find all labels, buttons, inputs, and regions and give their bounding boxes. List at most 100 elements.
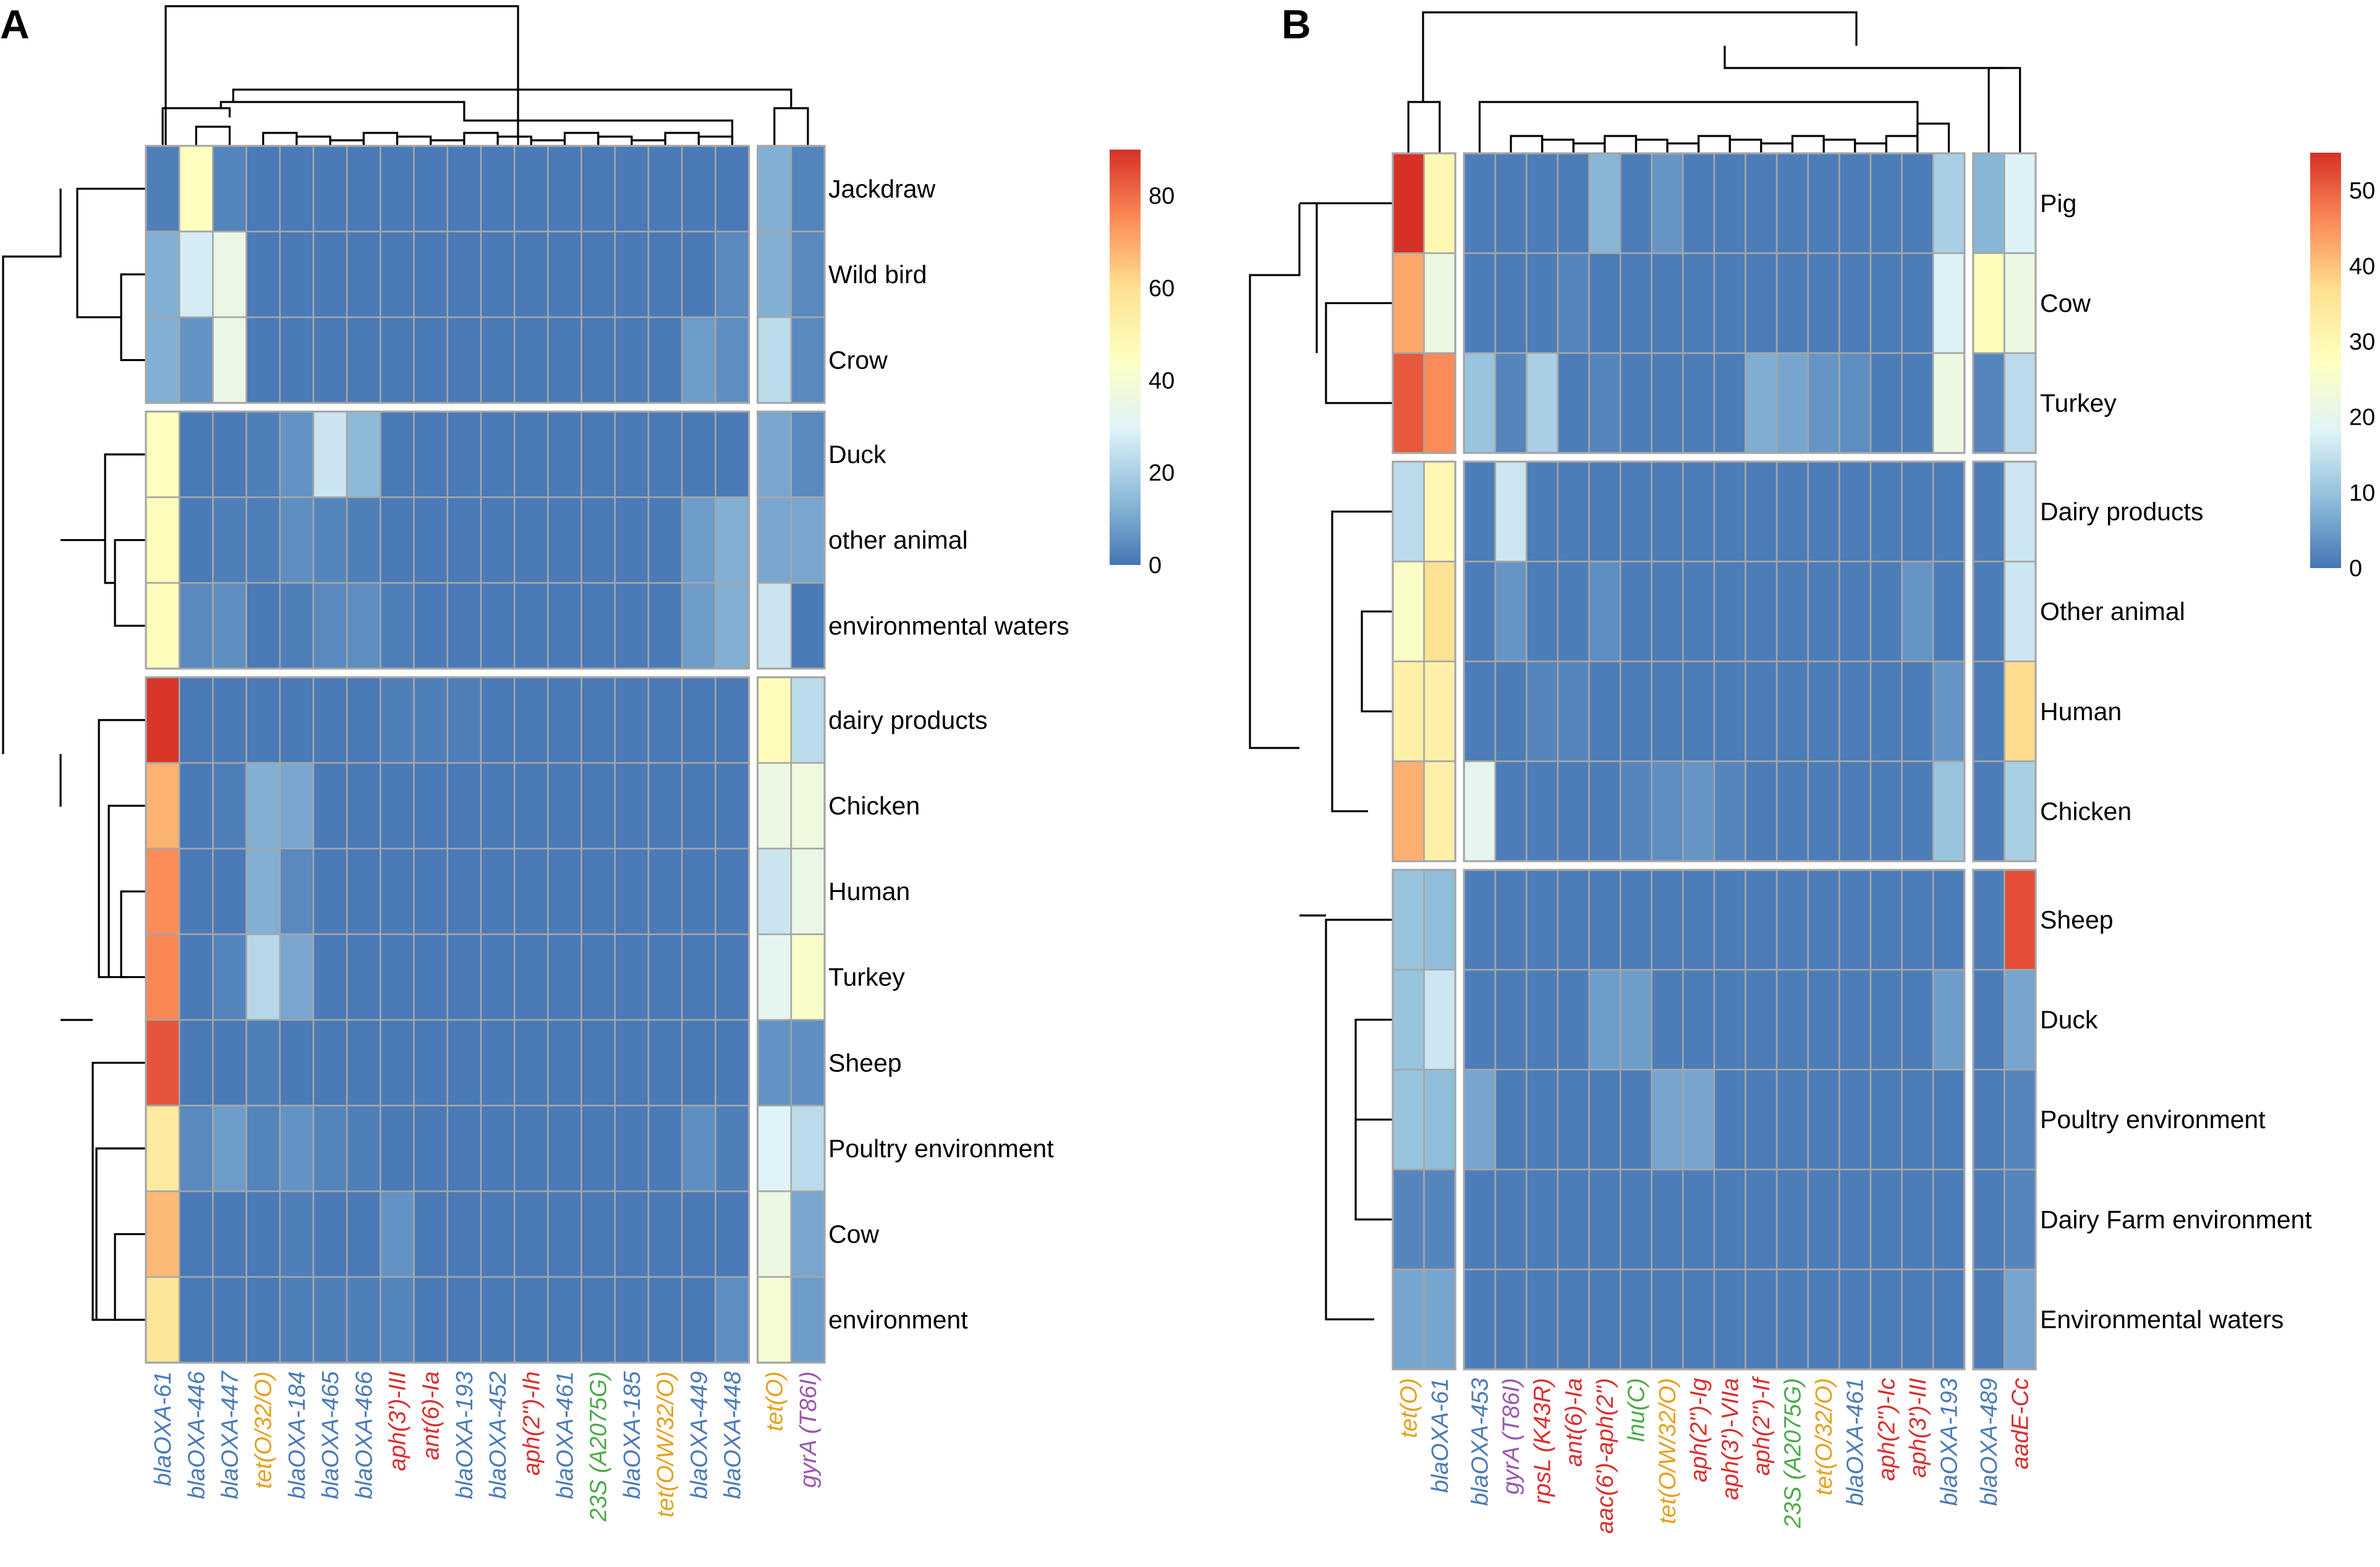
heatmap-cell xyxy=(279,1019,315,1106)
heatmap-cell xyxy=(346,496,381,584)
heatmap-cell xyxy=(1392,352,1425,454)
heatmap-block-frame xyxy=(1972,152,2037,454)
heatmap-cell xyxy=(279,847,315,935)
heatmap-cell xyxy=(1423,561,1456,663)
heatmap-cell xyxy=(513,847,549,935)
heatmap-cell xyxy=(446,582,482,669)
heatmap-block-frame xyxy=(145,145,750,404)
dendrogram-branch xyxy=(563,132,600,146)
heatmap-cell xyxy=(1619,1268,1653,1370)
heatmap-cell xyxy=(1619,1168,1653,1270)
heatmap-cell xyxy=(1972,969,2005,1071)
heatmap-cell xyxy=(1807,252,1840,354)
heatmap-cell xyxy=(1869,561,1903,663)
heatmap-cell xyxy=(1682,760,1715,862)
heatmap-cell xyxy=(1972,660,2005,762)
heatmap-cell xyxy=(1869,760,1903,862)
heatmap-cell xyxy=(1423,1069,1456,1171)
dendrogram-branch xyxy=(1916,122,1950,153)
column-label: 23S (A2075G) xyxy=(1780,1378,1806,1529)
heatmap-cell xyxy=(715,231,750,318)
heatmap-cell xyxy=(1588,461,1621,563)
heatmap-cell xyxy=(1775,1069,1809,1171)
heatmap-cell xyxy=(1526,352,1559,454)
heatmap-cell xyxy=(757,1276,793,1364)
heatmap-cell xyxy=(1932,760,1966,862)
heatmap-cell xyxy=(1526,969,1559,1071)
heatmap-cell xyxy=(1682,1168,1715,1270)
legend-tick-label: 50 xyxy=(2349,178,2375,204)
heatmap-cell xyxy=(715,496,750,584)
dendrogram-branch xyxy=(114,539,146,627)
heatmap-cell xyxy=(1745,1168,1778,1270)
heatmap-cell xyxy=(1557,1168,1590,1270)
heatmap-cell xyxy=(446,231,482,318)
heatmap-cell xyxy=(1682,561,1715,663)
heatmap-cell xyxy=(145,1276,181,1364)
heatmap-cell xyxy=(1526,461,1559,563)
heatmap-cell xyxy=(1526,561,1559,663)
heatmap-cell xyxy=(614,410,650,498)
column-label: blaOXA-461 xyxy=(1843,1378,1869,1506)
heatmap-cell xyxy=(145,762,181,850)
heatmap-cell xyxy=(790,1190,826,1278)
heatmap-cell xyxy=(312,762,348,850)
heatmap-cell xyxy=(312,582,348,669)
heatmap-cell xyxy=(212,676,247,764)
heatmap-cell xyxy=(446,145,482,232)
heatmap-cell xyxy=(380,316,415,404)
heatmap-cell xyxy=(1838,660,1872,762)
column-label: aph(2'')-If xyxy=(1749,1376,1775,1476)
heatmap-cell xyxy=(380,410,415,498)
heatmap-cell xyxy=(480,1190,516,1278)
heatmap-cell xyxy=(178,496,214,584)
heatmap-cell xyxy=(647,1105,683,1192)
dendrogram-branch xyxy=(1325,302,1393,404)
heatmap-cell xyxy=(1682,1268,1715,1370)
heatmap-cell xyxy=(245,410,281,498)
heatmap-cell xyxy=(1745,352,1778,454)
heatmap-cell xyxy=(1557,760,1590,862)
heatmap-cell xyxy=(279,1105,315,1192)
heatmap-cell xyxy=(480,1105,516,1192)
heatmap-cell xyxy=(212,1190,247,1278)
heatmap-cell xyxy=(1932,660,1966,762)
heatmap-cell xyxy=(178,847,214,935)
heatmap-cell xyxy=(1807,760,1840,862)
heatmap-cell xyxy=(1901,252,1934,354)
heatmap-cell xyxy=(513,316,549,404)
heatmap-cell xyxy=(647,231,683,318)
heatmap-cell xyxy=(681,316,716,404)
heatmap-cell xyxy=(1526,1069,1559,1171)
heatmap-cell xyxy=(1972,868,2005,971)
heatmap-cell xyxy=(1682,252,1715,354)
heatmap-cell xyxy=(1463,152,1497,254)
dendrogram-branch xyxy=(362,132,399,146)
heatmap-cell xyxy=(580,316,616,404)
heatmap-cell xyxy=(1651,1168,1684,1270)
heatmap-cell xyxy=(1423,352,1456,454)
panel-b-legend-bar xyxy=(2310,153,2341,568)
panel-b: B Pig Cow Turkey Dairy products Other animal… xyxy=(1249,1,2375,1534)
heatmap-cell xyxy=(1494,1268,1528,1370)
heatmap-cell xyxy=(614,231,650,318)
column-label: gyrA (T86I) xyxy=(1498,1378,1524,1495)
heatmap-cell xyxy=(1682,660,1715,762)
dendrogram-branch xyxy=(1325,919,1393,1320)
heatmap-cell xyxy=(614,1019,650,1106)
row-label: environmental waters xyxy=(828,611,1069,640)
heatmap-cell xyxy=(647,1276,683,1364)
heatmap-cell xyxy=(681,676,716,764)
heatmap-cell xyxy=(1423,868,1456,971)
panel-a-color-legend: 0 20 40 60 80 xyxy=(1110,150,1175,579)
heatmap-cell xyxy=(614,1105,650,1192)
heatmap-cell xyxy=(681,145,716,232)
heatmap-cell xyxy=(1901,1268,1934,1370)
heatmap-cell xyxy=(1745,760,1778,862)
heatmap-cell xyxy=(1869,252,1903,354)
heatmap-cell xyxy=(212,582,247,669)
heatmap-cell xyxy=(1972,152,2005,254)
heatmap-cell xyxy=(380,1019,415,1106)
heatmap-cell xyxy=(1557,252,1590,354)
dendrogram-branch xyxy=(1407,101,1441,153)
